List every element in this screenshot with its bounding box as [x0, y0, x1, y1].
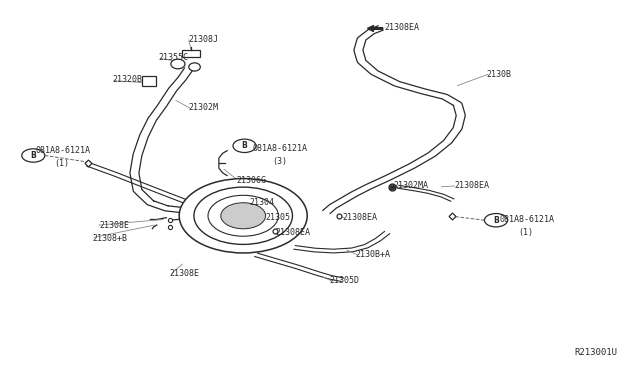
Bar: [142, 76, 156, 86]
Ellipse shape: [171, 59, 185, 69]
Text: 21308+B: 21308+B: [93, 234, 128, 243]
Text: B: B: [31, 151, 36, 160]
Circle shape: [194, 187, 292, 244]
Text: B: B: [242, 141, 247, 150]
Ellipse shape: [189, 63, 200, 71]
Text: 21305D: 21305D: [330, 276, 360, 285]
Text: 081A8-6121A: 081A8-6121A: [253, 144, 308, 153]
Circle shape: [22, 149, 45, 162]
Text: (1): (1): [54, 159, 69, 168]
Circle shape: [233, 139, 256, 153]
Text: 2130B: 2130B: [486, 70, 511, 79]
Text: 081A8-6121A: 081A8-6121A: [499, 215, 554, 224]
Text: 21302MA: 21302MA: [394, 182, 429, 190]
Text: 21308EA: 21308EA: [454, 182, 490, 190]
Text: 21302M: 21302M: [189, 103, 219, 112]
Text: 21308E: 21308E: [99, 221, 129, 230]
Text: 21308EA: 21308EA: [275, 228, 310, 237]
Text: B: B: [493, 216, 499, 225]
Circle shape: [179, 179, 307, 253]
Text: 21308EA: 21308EA: [342, 213, 378, 222]
Text: 21355C: 21355C: [159, 53, 189, 62]
Text: (1): (1): [518, 228, 533, 237]
Text: 21306G: 21306G: [237, 176, 267, 185]
Text: 21304: 21304: [250, 198, 275, 207]
Circle shape: [221, 203, 266, 229]
Text: 21308EA: 21308EA: [384, 23, 419, 32]
Text: 21308J: 21308J: [189, 35, 219, 44]
Bar: [182, 50, 200, 57]
Text: 21320B: 21320B: [112, 76, 142, 84]
Circle shape: [208, 195, 278, 236]
Text: 21305: 21305: [266, 213, 291, 222]
Text: R213001U: R213001U: [575, 348, 618, 357]
Text: 2130B+A: 2130B+A: [355, 250, 390, 259]
Circle shape: [484, 214, 508, 227]
Text: (3): (3): [272, 157, 287, 166]
Text: 21308E: 21308E: [170, 269, 200, 278]
Text: 081A8-6121A: 081A8-6121A: [35, 146, 90, 155]
